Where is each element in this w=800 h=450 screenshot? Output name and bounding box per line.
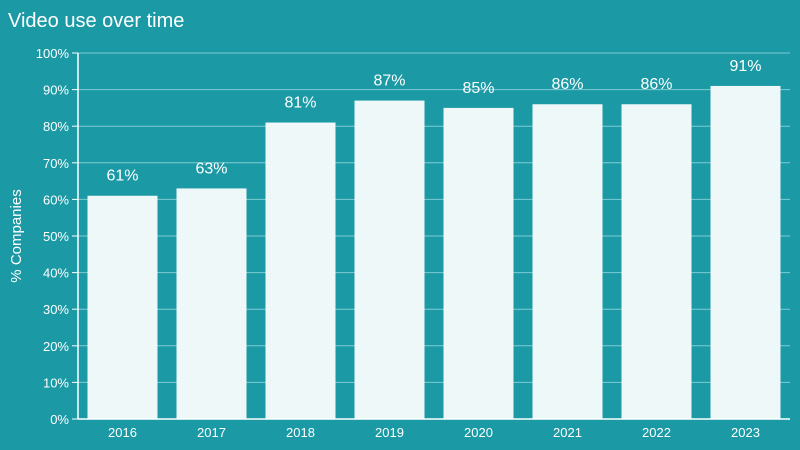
data-label: 86% <box>640 76 672 93</box>
bar-2016 <box>87 195 158 419</box>
y-tick-label: 80% <box>43 119 69 134</box>
bar-2022 <box>621 104 692 420</box>
y-tick-label: 50% <box>43 229 69 244</box>
x-tick-label: 2022 <box>642 425 671 440</box>
x-tick-label: 2018 <box>286 425 315 440</box>
x-tick-label: 2021 <box>553 425 582 440</box>
y-tick-label: 30% <box>43 302 69 317</box>
data-label: 86% <box>551 76 583 93</box>
data-label: 81% <box>284 95 316 112</box>
bar-2017 <box>176 188 247 419</box>
data-label: 61% <box>106 168 138 185</box>
y-tick-label: 20% <box>43 339 69 354</box>
bar-2019 <box>354 100 425 419</box>
y-axis-label: % Companies <box>8 189 25 282</box>
y-tick-label: 10% <box>43 375 69 390</box>
x-tick-label: 2020 <box>464 425 493 440</box>
bar-2021 <box>532 104 603 420</box>
y-tick-label: 40% <box>43 266 69 281</box>
data-label: 85% <box>462 80 494 97</box>
y-tick-label: 90% <box>43 83 69 98</box>
x-tick-label: 2019 <box>375 425 404 440</box>
bar-2020 <box>443 107 514 420</box>
x-tick-label: 2023 <box>731 425 760 440</box>
y-tick-label: 60% <box>43 192 69 207</box>
data-label: 87% <box>373 73 405 90</box>
chart-title: Video use over time <box>8 10 184 32</box>
data-label: 91% <box>729 58 761 75</box>
y-tick-label: 70% <box>43 156 69 171</box>
bar-2018 <box>265 122 336 419</box>
y-tick-label: 0% <box>50 412 69 427</box>
x-tick-label: 2017 <box>197 425 226 440</box>
bar-2023 <box>710 85 781 419</box>
data-label: 63% <box>195 160 227 177</box>
x-tick-label: 2016 <box>108 425 137 440</box>
y-tick-label: 100% <box>36 46 70 61</box>
